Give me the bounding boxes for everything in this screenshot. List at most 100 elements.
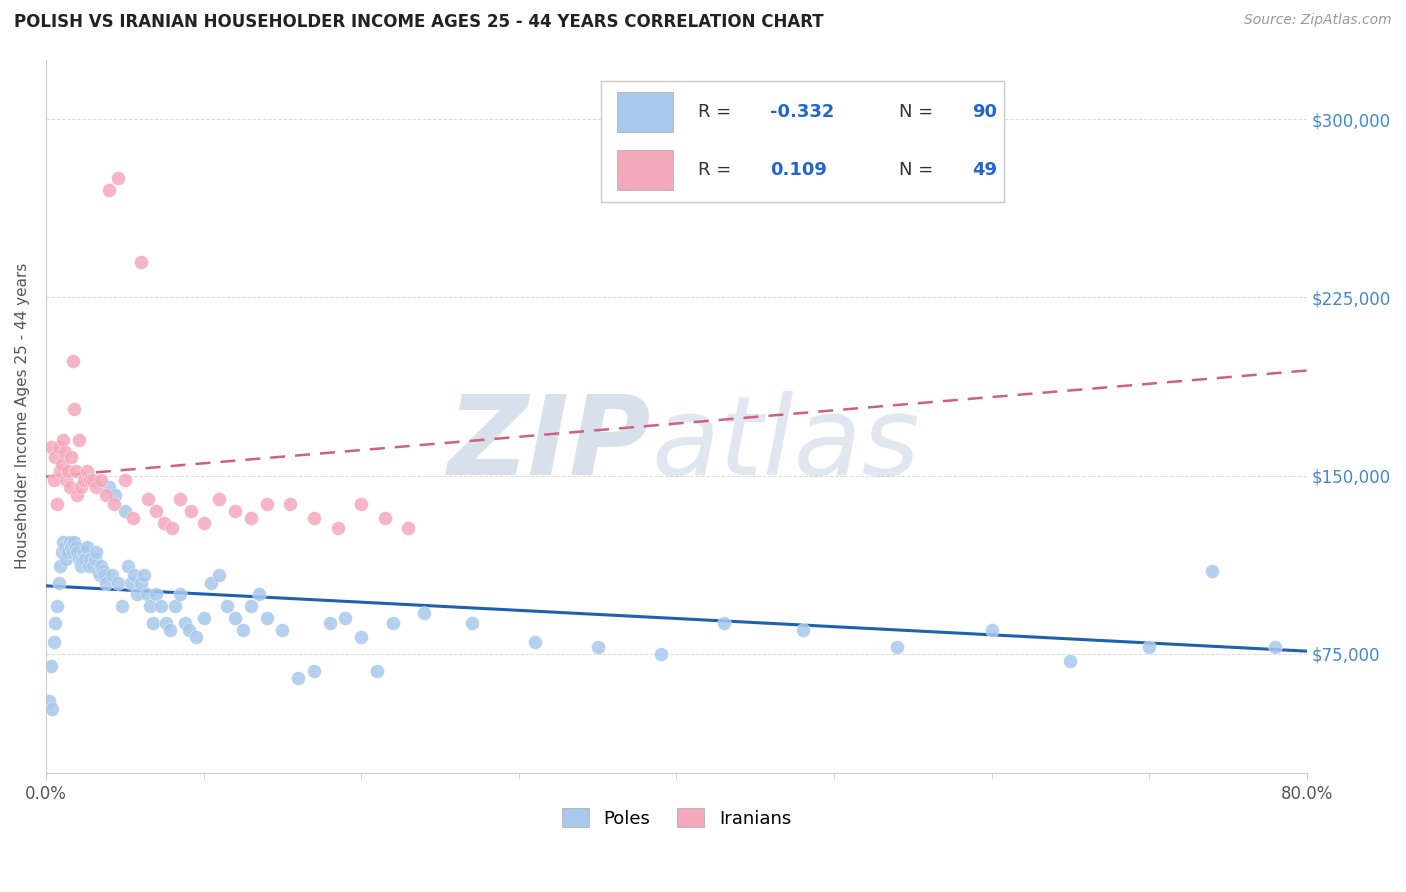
Point [76,540,98,554]
Point [224,504,246,518]
Point [38,694,60,708]
Point [232,623,254,637]
Point [398,521,420,535]
Text: ZIP: ZIP [447,392,651,499]
Point [256,611,278,625]
Point [39,440,62,454]
Point [523,635,546,649]
Point [39,658,62,673]
Point [82,558,104,573]
Point [586,640,609,654]
Point [135,587,157,601]
Point [169,492,191,507]
Point [62,544,84,558]
Point [66,544,89,558]
Point [104,488,127,502]
Point [89,568,111,582]
Point [70,551,93,566]
Point [107,575,129,590]
Point [1201,564,1223,578]
Point [73,474,96,488]
Text: POLISH VS IRANIAN HOUSEHOLDER INCOME AGES 25 - 44 YEARS CORRELATION CHART: POLISH VS IRANIAN HOUSEHOLDER INCOME AGE… [14,13,824,31]
Point [52,535,75,549]
Point [326,521,349,535]
Point [173,615,195,630]
Point [51,544,73,558]
Point [886,640,908,654]
Point [46,497,69,511]
Point [165,599,187,614]
Point [59,535,82,549]
Point [49,558,72,573]
Point [155,615,177,630]
Point [46,599,69,614]
Point [103,497,125,511]
Point [142,615,165,630]
Point [83,551,105,566]
Point [69,481,91,495]
Point [59,481,82,495]
Point [90,474,112,488]
Point [278,497,301,511]
Y-axis label: Householder Income Ages 25 - 44 years: Householder Income Ages 25 - 44 years [15,263,30,569]
Point [217,599,239,614]
Point [302,511,325,525]
Point [650,647,672,661]
Point [287,671,309,685]
Point [79,551,101,566]
Point [87,564,110,578]
Point [381,615,404,630]
Point [60,540,83,554]
Point [79,474,101,488]
Point [374,511,396,525]
Point [98,481,121,495]
Point [44,615,66,630]
Point [302,664,325,678]
Point [69,558,91,573]
Point [56,464,79,478]
Point [129,575,152,590]
Point [101,568,124,582]
Point [1137,640,1160,654]
Point [51,457,73,471]
Point [350,497,373,511]
Point [980,623,1002,637]
Point [150,599,173,614]
Point [160,521,183,535]
Point [1059,654,1081,668]
Point [41,701,63,715]
Point [1264,640,1286,654]
Point [65,540,87,554]
Point [93,568,115,582]
Point [121,511,143,525]
Point [138,492,160,507]
Point [73,544,96,558]
Point [350,630,373,644]
Point [208,492,231,507]
Point [129,254,152,268]
Point [239,599,262,614]
Point [94,575,117,590]
Point [713,615,735,630]
Point [49,464,72,478]
Point [62,354,84,368]
Point [366,664,388,678]
Point [271,623,294,637]
Point [132,568,155,582]
Point [53,445,76,459]
Point [184,630,207,644]
Point [90,558,112,573]
Point [42,635,65,649]
Point [91,564,114,578]
Point [224,611,246,625]
Point [114,504,136,518]
Point [792,623,814,637]
Point [247,587,270,601]
Point [98,183,121,197]
Point [193,516,215,530]
Point [208,568,231,582]
Point [67,551,90,566]
Point [56,544,79,558]
Legend: Poles, Iranians: Poles, Iranians [554,801,799,835]
Point [76,464,98,478]
